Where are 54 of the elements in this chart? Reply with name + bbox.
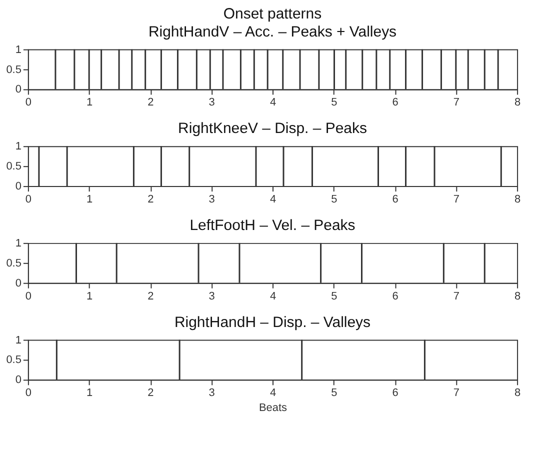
x-tick-label: 6 (392, 290, 398, 302)
x-tick-label: 0 (25, 387, 32, 400)
y-tick-label: 1 (15, 334, 22, 346)
x-tick-label: 3 (208, 387, 215, 400)
x-tick-label: 8 (514, 194, 521, 206)
chart-title: RightKneeV – Disp. – Peaks (178, 120, 367, 138)
chart-title: RightHandH – Disp. – Valleys (174, 314, 371, 331)
y-tick-label: 0 (15, 180, 22, 193)
x-tick-label: 4 (270, 387, 276, 400)
x-tick-label: 0 (25, 194, 32, 206)
y-tick-label: 0.5 (6, 257, 22, 270)
x-tick-label: 4 (270, 96, 276, 109)
x-tick-label: 2 (148, 290, 154, 302)
y-tick-label: 0.5 (6, 64, 22, 76)
y-tick-label: 1 (15, 44, 22, 56)
x-tick-label: 0 (25, 96, 32, 109)
x-tick-label: 8 (514, 387, 521, 400)
x-tick-label: 6 (392, 96, 398, 109)
chart-title: LeftFootH – Vel. – Peaks (190, 216, 356, 234)
x-tick-label: 8 (514, 290, 521, 302)
x-tick-label: 3 (208, 194, 215, 206)
x-tick-label: 8 (514, 96, 521, 109)
x-tick-label: 6 (392, 387, 398, 400)
x-tick-label: 2 (148, 387, 154, 400)
y-tick-label: 0 (15, 374, 22, 386)
x-tick-label: 7 (453, 387, 460, 400)
x-tick-label: 5 (331, 290, 338, 302)
chart-title: Onset patterns (223, 5, 322, 22)
y-tick-label: 0 (15, 84, 22, 96)
y-tick-label: 0 (15, 277, 22, 290)
x-tick-label: 1 (86, 96, 93, 109)
x-tick-label: 5 (331, 194, 338, 206)
x-tick-label: 1 (86, 387, 93, 400)
y-tick-label: 0.5 (6, 354, 22, 366)
x-tick-label: 7 (453, 290, 460, 302)
chart-subtitle: RightHandV – Acc. – Peaks + Valleys (148, 23, 397, 40)
y-tick-label: 1 (15, 140, 22, 153)
x-tick-label: 4 (270, 290, 276, 302)
x-axis-title: Beats (258, 402, 288, 414)
x-tick-label: 3 (208, 96, 215, 109)
x-tick-label: 1 (86, 194, 93, 206)
x-tick-label: 0 (25, 290, 32, 302)
y-tick-label: 1 (15, 237, 22, 250)
x-tick-label: 4 (270, 194, 276, 206)
x-tick-label: 2 (148, 96, 154, 109)
x-tick-label: 7 (453, 194, 460, 206)
x-tick-label: 5 (331, 96, 338, 109)
y-tick-label: 0.5 (6, 160, 22, 173)
x-tick-label: 6 (392, 194, 398, 206)
x-tick-label: 1 (86, 290, 93, 302)
x-tick-label: 2 (148, 194, 154, 206)
x-tick-label: 5 (331, 387, 338, 400)
x-tick-label: 3 (208, 290, 215, 302)
x-tick-label: 7 (453, 96, 460, 109)
